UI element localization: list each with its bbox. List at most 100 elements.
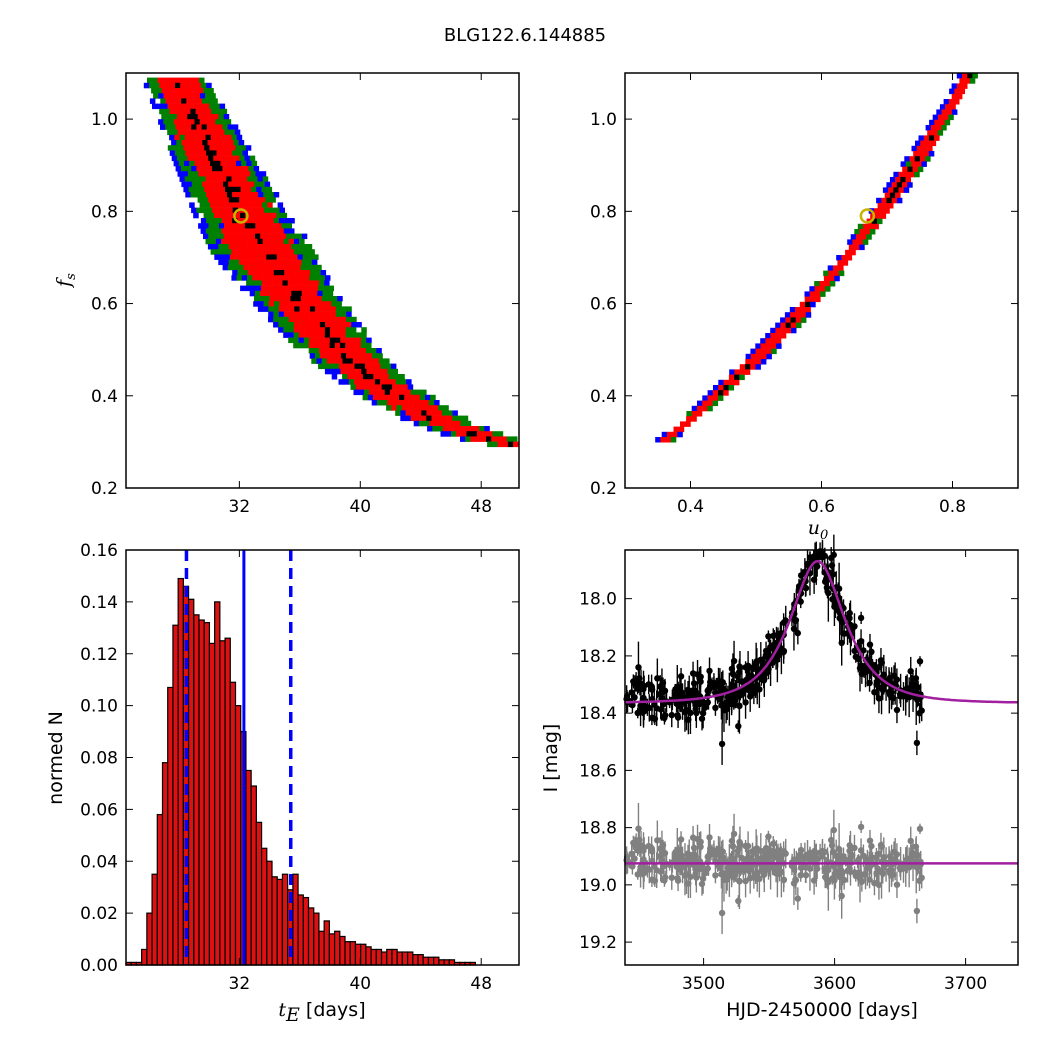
heatmap-cell: [438, 405, 444, 411]
heatmap-cell: [301, 244, 307, 250]
heatmap-cell: [215, 176, 222, 182]
heatmap-cell: [286, 290, 292, 297]
heatmap-cell: [702, 405, 708, 412]
heatmap-cell: [697, 400, 703, 407]
heatmap-cell: [285, 244, 292, 250]
heatmap-cell: [274, 301, 280, 307]
heatmap-cell: [228, 181, 234, 188]
heatmap-cell: [212, 98, 218, 104]
heatmap-cell: [182, 171, 189, 177]
histogram-bar: [417, 954, 424, 966]
heatmap-cell: [453, 426, 459, 432]
heatmap-cell: [432, 405, 439, 411]
histogram-bar: [141, 948, 148, 966]
heatmap-cell: [934, 119, 940, 126]
heatmap-cell: [265, 259, 271, 266]
heatmap-cell: [198, 223, 204, 229]
heatmap-cell: [873, 208, 880, 214]
data-point: [767, 644, 774, 651]
heatmap-cell: [228, 155, 235, 162]
heatmap-cell: [923, 135, 930, 141]
heatmap-cell: [215, 134, 222, 141]
heatmap-cell: [191, 140, 198, 146]
heatmap-cell: [800, 307, 806, 313]
heatmap-cell: [712, 390, 719, 396]
heatmap-cell: [177, 129, 184, 136]
heatmap-cell: [243, 181, 250, 188]
heatmap-cell: [829, 281, 836, 287]
residual-point: [841, 876, 848, 884]
histogram-bar: [438, 959, 445, 966]
heatmap-cell: [162, 103, 168, 110]
heatmap-cell: [873, 223, 879, 230]
heatmap-cell: [188, 145, 195, 151]
data-point: [719, 701, 726, 708]
fs-axis-label: fs: [53, 273, 79, 289]
heatmap-cell: [791, 327, 797, 334]
data-point: [760, 673, 767, 680]
heatmap-cell: [294, 270, 301, 276]
heatmap-cell: [244, 197, 250, 203]
heatmap-cell: [340, 322, 347, 328]
data-point: [632, 678, 640, 685]
residual-point: [735, 897, 742, 905]
heatmap-cell: [930, 125, 937, 131]
heatmap-cell: [325, 316, 331, 323]
heatmap-cell: [501, 436, 508, 442]
data-point: [802, 584, 810, 592]
heatmap-cell: [213, 233, 219, 240]
heatmap-cell: [242, 228, 248, 234]
heatmap-cell: [281, 233, 287, 240]
heatmap-cell: [280, 244, 287, 250]
heatmap-cell: [322, 290, 328, 297]
heatmap-cell: [257, 228, 264, 234]
heatmap-cell: [755, 343, 761, 349]
heatmap-cell: [355, 337, 362, 344]
heatmap-cell: [911, 161, 917, 167]
heatmap-cell: [228, 140, 234, 146]
residual-point: [828, 836, 835, 844]
heatmap-cell: [198, 103, 205, 110]
heatmap-cell: [463, 426, 469, 432]
heatmap-cell: [200, 176, 206, 182]
y-tick-label: 0.00: [80, 956, 118, 976]
heatmap-cell: [396, 405, 402, 411]
histogram-bar: [198, 619, 205, 966]
heatmap-cell: [193, 145, 200, 151]
heatmap-cell: [205, 176, 211, 182]
heatmap-cell: [199, 202, 206, 208]
residual-point: [879, 870, 886, 877]
heatmap-cell: [335, 316, 342, 323]
heatmap-cell: [277, 280, 283, 286]
histogram-bar: [271, 876, 278, 966]
heatmap-cell: [429, 420, 435, 427]
data-point: [716, 681, 724, 689]
heatmap-cell: [265, 290, 271, 297]
heatmap-cell: [284, 301, 290, 307]
residual-point: [840, 853, 847, 860]
heatmap-cell: [259, 259, 266, 266]
heatmap-cell: [296, 290, 302, 297]
y-tick-label: 18.0: [579, 590, 617, 610]
heatmap-cell: [223, 155, 230, 162]
data-point: [838, 639, 845, 647]
heatmap-cell: [335, 306, 342, 312]
heatmap-cell: [292, 285, 298, 292]
heatmap-cell: [309, 322, 315, 328]
heatmap-cell: [914, 156, 921, 162]
heatmap-cell: [402, 400, 409, 406]
heatmap-cell: [371, 400, 378, 406]
heatmap-cell: [941, 109, 947, 115]
heatmap-cell: [893, 187, 899, 193]
heatmap-cell: [745, 359, 751, 365]
heatmap-cell: [250, 212, 256, 219]
heatmap-cell: [238, 181, 245, 188]
heatmap-cell: [217, 181, 224, 188]
heatmap-cell: [293, 322, 300, 328]
heatmap-cell: [294, 306, 300, 312]
heatmap-cell: [251, 186, 257, 193]
heatmap-cell: [702, 395, 708, 401]
heatmap-cell: [248, 166, 254, 172]
heatmap-cell: [301, 290, 308, 297]
heatmap-cell: [350, 337, 357, 344]
